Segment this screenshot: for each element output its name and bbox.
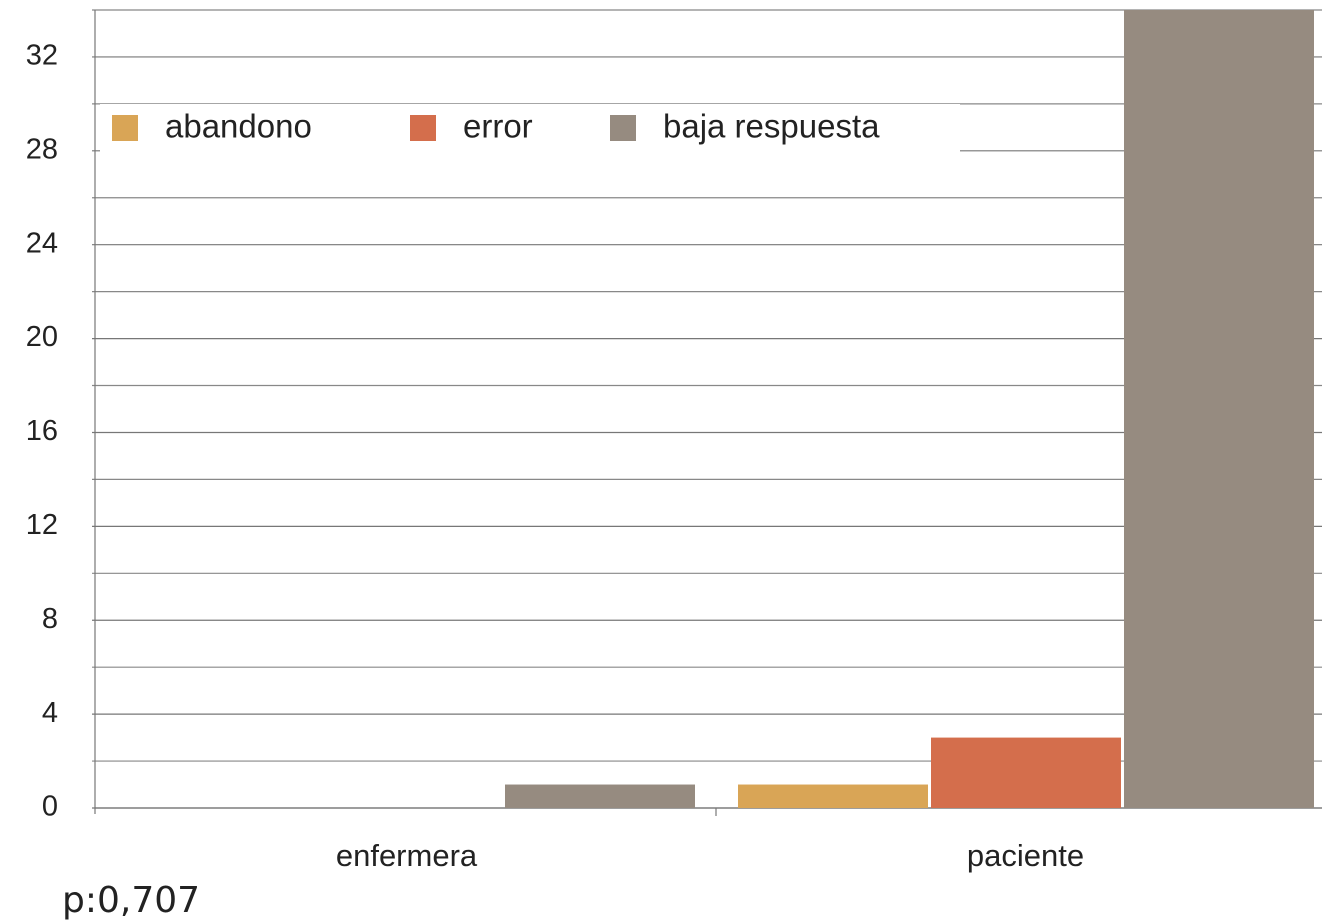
- y-tick-label: 12: [26, 509, 58, 541]
- y-tick-label: 24: [26, 227, 58, 259]
- bar: [738, 784, 928, 808]
- legend-label: abandono: [165, 108, 312, 145]
- y-tick-label: 16: [26, 415, 58, 447]
- legend-swatch: [610, 115, 636, 141]
- y-tick-label: 0: [42, 791, 58, 823]
- x-tick-label: paciente: [967, 838, 1084, 873]
- bar: [505, 784, 695, 808]
- legend-background: [100, 104, 960, 152]
- y-tick-label: 8: [42, 603, 58, 635]
- legend-label: baja respuesta: [663, 108, 880, 145]
- annotation: p:0,707: [62, 880, 200, 921]
- bar: [1124, 10, 1314, 808]
- legend-swatch: [112, 115, 138, 141]
- legend-swatch: [410, 115, 436, 141]
- bar: [931, 737, 1121, 808]
- legend-label: error: [463, 108, 533, 145]
- y-tick-label: 20: [26, 321, 58, 353]
- y-tick-label: 32: [26, 40, 58, 72]
- x-tick-label: enfermera: [336, 838, 478, 873]
- y-tick-label: 28: [26, 133, 58, 165]
- y-tick-label: 4: [42, 697, 58, 729]
